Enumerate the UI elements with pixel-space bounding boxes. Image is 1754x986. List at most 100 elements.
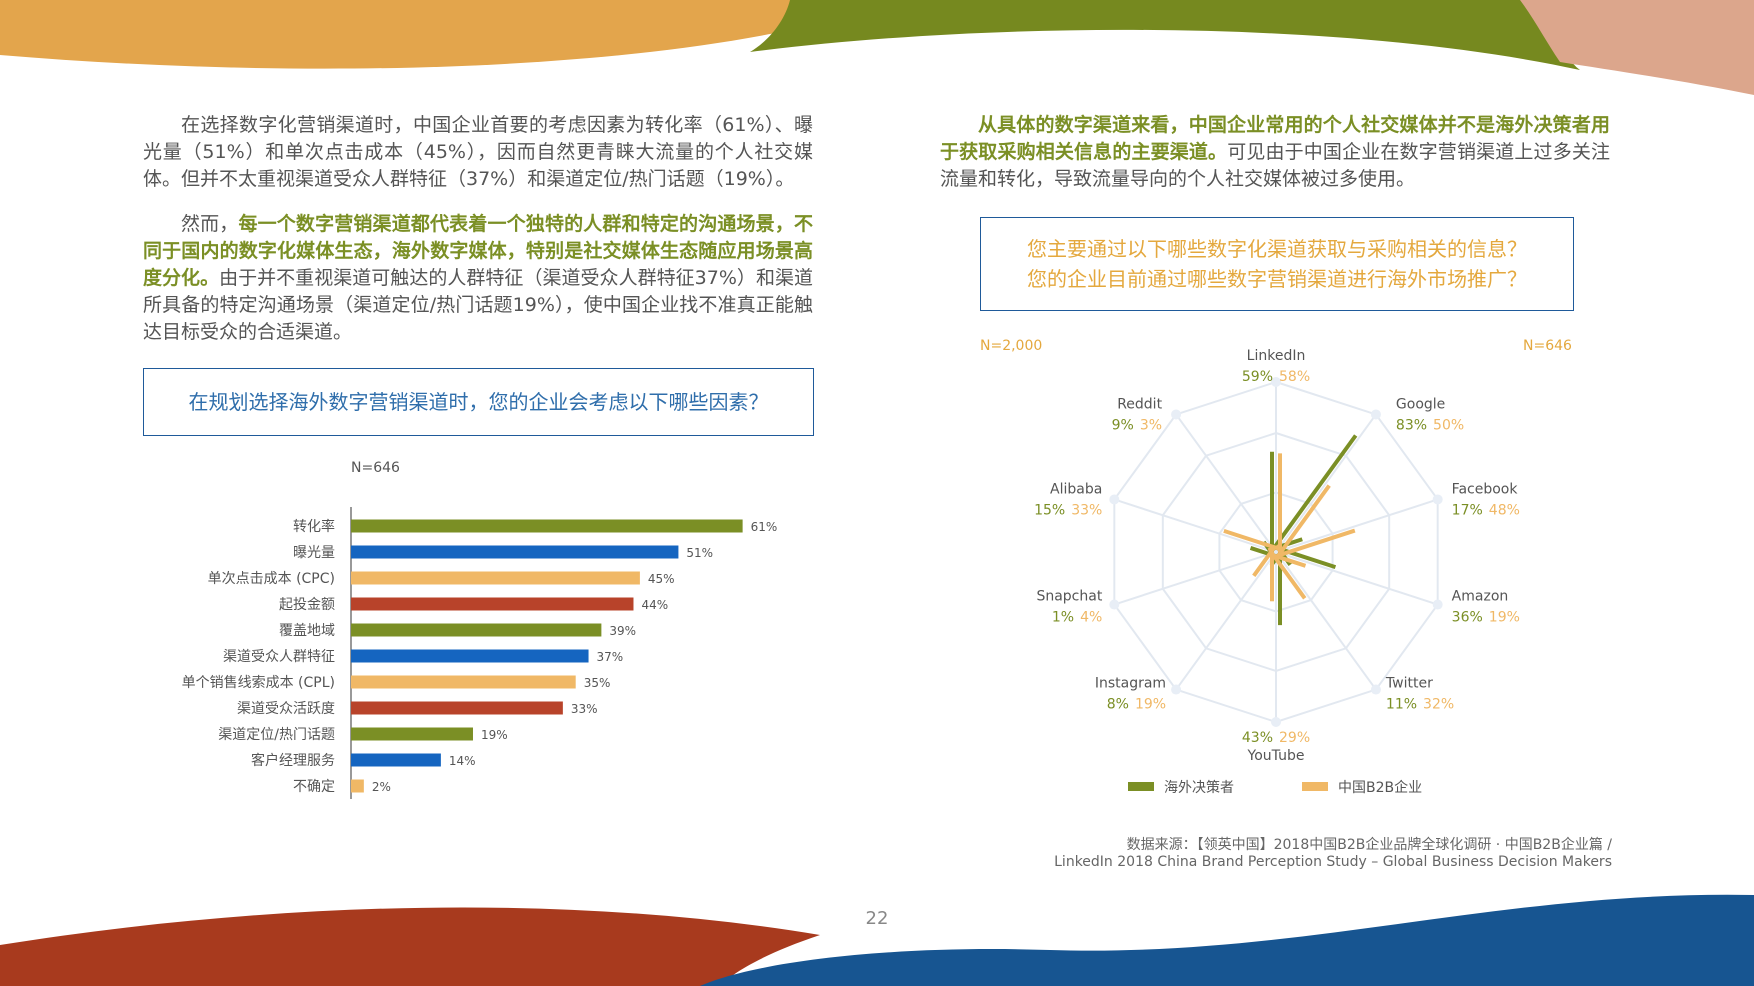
radar-spoke (1175, 551, 1277, 691)
bar (351, 779, 364, 793)
bar (351, 649, 589, 663)
bar (351, 597, 634, 611)
radar-value-series-2: 33% (1071, 502, 1102, 518)
radar-vertex-dot (1370, 684, 1381, 695)
radar-vertex-dot (1171, 409, 1182, 420)
page-number: 22 (865, 908, 889, 929)
bar (351, 675, 576, 689)
radar-spoke (1275, 551, 1438, 606)
bar (351, 519, 743, 533)
bar-chart: 转化率 61% 曝光量 51% 单次点击成本 (CPC) 45% 起投金额 44% 覆盖地域 39… (182, 507, 778, 799)
para2-prefix: 然而， (181, 213, 239, 235)
radar-value-labels: 83% 50% (1396, 417, 1464, 433)
radar-value-series-2: 4% (1080, 610, 1102, 626)
radar-vertex-dot (1171, 684, 1182, 695)
bar-category-label: 曝光量 (293, 545, 335, 561)
radar-value-ray (1271, 553, 1307, 600)
bar-category-label: 单次点击成本 (CPC) (208, 571, 335, 587)
right-question-box: 您主要通过以下哪些数字化渠道获取与采购相关的信息？ 您的企业目前通过哪些数字营销… (980, 217, 1574, 311)
radar-spoke (1175, 413, 1277, 553)
bar (351, 727, 473, 741)
radar-value-series-1: 15% (1034, 502, 1065, 518)
bar-category-label: 渠道受众活跃度 (237, 701, 335, 717)
right-question-line1: 您主要通过以下哪些数字化渠道获取与采购相关的信息？ (1027, 237, 1527, 261)
radar-spoke (1275, 551, 1377, 691)
radar-vertex-dot (1109, 494, 1120, 505)
bar-value-label: 14% (449, 754, 476, 768)
radar-value-ray (1271, 434, 1358, 551)
source-line-1: 数据来源：【领英中国】2018中国B2B企业品牌全球化调研 · 中国B2B企业篇… (1126, 837, 1612, 853)
right-para-highlight: 从具体的数字渠道来看，中国企业常用的个人社交媒体并不是海外决策者用于获取采购相关… (940, 114, 1610, 163)
radar-n-left: N=2,000 (980, 338, 1043, 354)
top-green-wave (750, 0, 1580, 70)
legend-label: 海外决策者 (1164, 779, 1234, 796)
bar-value-label: 2% (372, 780, 391, 794)
radar-value-series-1: 1% (1052, 610, 1074, 626)
bar (351, 571, 640, 585)
bar-category-label: 客户经理服务 (251, 752, 335, 769)
radar-value-ray (1274, 553, 1307, 568)
radar-value-series-1: 59% (1242, 369, 1273, 385)
top-orange-wave (0, 0, 800, 69)
radar-vertex-dot (1432, 599, 1443, 610)
radar-chart: LinkedIn 59% 58% Google 83% 50% Facebook 17% 48%… (1034, 348, 1520, 796)
radar-spoke (1114, 498, 1277, 553)
bar-category-label: 覆盖地域 (279, 623, 335, 639)
bar (351, 623, 602, 637)
source-line-2: LinkedIn 2018 China Brand Perception Stu… (1054, 854, 1612, 870)
bar-value-label: 35% (584, 676, 611, 690)
radar-value-series-2: 48% (1489, 502, 1520, 518)
radar-value-ray (1277, 484, 1331, 556)
bar-category-label: 渠道定位/热门话题 (218, 727, 335, 743)
radar-value-series-1: 43% (1242, 730, 1273, 746)
bar-value-label: 61% (751, 520, 778, 534)
radar-axis-label: Twitter (1385, 676, 1433, 692)
bar (351, 753, 441, 767)
radar-value-labels: 59% 58% (1242, 369, 1310, 385)
bar-value-label: 51% (686, 546, 713, 560)
left-paragraph-1: 在选择数字化营销渠道时，中国企业首要的考虑因素为转化率（61%）、曝光量（51%… (143, 114, 813, 190)
legend-label: 中国B2B企业 (1338, 779, 1422, 796)
radar-value-ray (1223, 528, 1278, 551)
left-question-box: 在规划选择海外数字营销渠道时，您的企业会考虑以下哪些因素？ (143, 368, 814, 436)
right-para-rest: 可见由于中国企业在数字营销渠道上过多关注流量和转化，导致流量导向的个人社交媒体被… (940, 141, 1610, 190)
data-source: 数据来源：【领英中国】2018中国B2B企业品牌全球化调研 · 中国B2B企业篇… (1054, 837, 1612, 871)
bar-category-label: 起投金额 (279, 597, 335, 613)
radar-axis-label: YouTube (1247, 748, 1305, 764)
radar-value-series-2: 50% (1433, 417, 1464, 433)
radar-value-series-2: 19% (1135, 697, 1166, 713)
radar-vertex-dot (1432, 494, 1443, 505)
radar-value-series-2: 58% (1279, 369, 1310, 385)
top-pink-wave (1520, 0, 1754, 95)
radar-axis-label: Google (1396, 396, 1445, 412)
radar-value-ray (1274, 544, 1281, 551)
radar-axis-label: Instagram (1095, 676, 1166, 692)
radar-value-series-1: 8% (1107, 697, 1129, 713)
right-paragraph: 从具体的数字渠道来看，中国企业常用的个人社交媒体并不是海外决策者用于获取采购相关… (940, 112, 1610, 193)
radar-axis-label: Facebook (1452, 481, 1519, 497)
radar-axis-label: Alibaba (1050, 481, 1102, 497)
radar-value-series-1: 83% (1396, 417, 1427, 433)
radar-value-series-2: 32% (1423, 697, 1454, 713)
bar-category-label: 不确定 (293, 779, 335, 795)
legend-swatch (1302, 782, 1328, 791)
radar-n-right: N=646 (1523, 338, 1572, 354)
radar-value-labels: 17% 48% (1452, 502, 1520, 518)
radar-value-ray (1252, 548, 1275, 577)
bar-value-label: 37% (597, 650, 624, 664)
left-question-text: 在规划选择海外数字营销渠道时，您的企业会考虑以下哪些因素？ (188, 390, 769, 414)
radar-value-labels: 1% 4% (1052, 610, 1102, 626)
radar-vertex-dot (1271, 377, 1281, 387)
bar-category-label: 转化率 (293, 518, 335, 535)
radar-axis-label: Reddit (1117, 396, 1162, 412)
bar-value-label: 33% (571, 702, 598, 716)
radar-value-series-1: 11% (1386, 697, 1417, 713)
bar-category-label: 单个销售线索成本 (CPL) (182, 674, 335, 691)
bar-value-label: 44% (641, 598, 668, 612)
radar-value-series-2: 19% (1489, 610, 1520, 626)
radar-value-labels: 36% 19% (1452, 610, 1520, 626)
bottom-red-wave (0, 907, 820, 986)
bar-value-label: 45% (648, 572, 675, 586)
bar (351, 545, 679, 559)
